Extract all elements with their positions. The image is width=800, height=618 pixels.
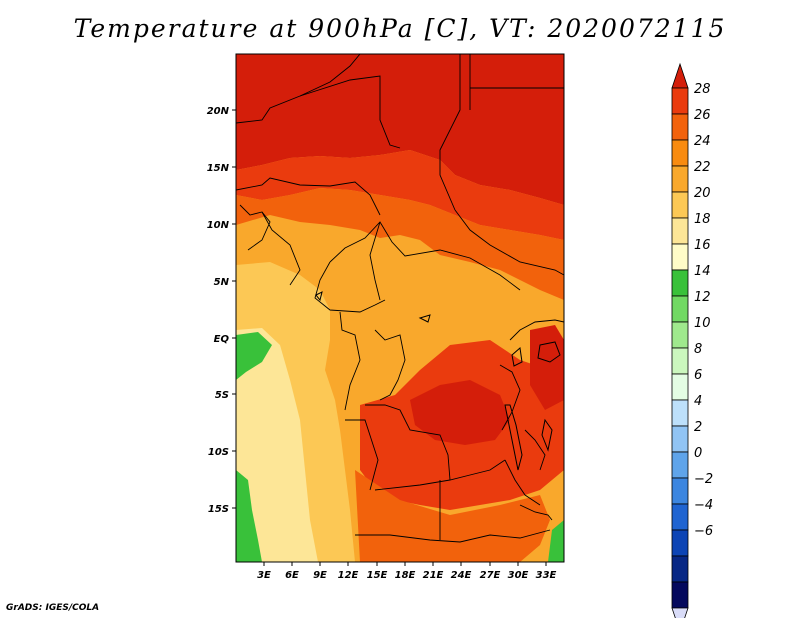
colorbar-bin [671, 113, 689, 141]
colorbar-bin [671, 295, 689, 323]
colorbar-bin [671, 243, 689, 271]
lon-tick-labels: 3E 6E 9E 12E 15E 18E 21E 24E 27E 30E 33E [257, 570, 556, 581]
shade-north-24 [236, 150, 564, 240]
map-plot-area [236, 54, 564, 562]
lon-tick-label: 21E [423, 570, 444, 581]
lon-tick-label: 24E [451, 570, 472, 581]
colorbar-bin [671, 321, 689, 349]
country-borders [236, 54, 564, 543]
lon-tick-label: 6E [285, 570, 299, 581]
colorbar-label: −2 [694, 472, 713, 487]
colorbar-label: 4 [694, 394, 702, 409]
colorbar-label: 22 [694, 160, 711, 175]
lon-tick-label: 30E [508, 570, 529, 581]
colorbar-bin [671, 347, 689, 375]
colorbar-label: 26 [694, 108, 711, 123]
colorbar-label: 10 [694, 316, 711, 331]
lat-tick-label: 5S [215, 390, 229, 401]
colorbar-bin [671, 451, 689, 479]
shade-west-green [236, 332, 272, 380]
colorbar-label: 6 [694, 368, 702, 383]
colorbar-bin [671, 425, 689, 453]
colorbar-bin [671, 165, 689, 193]
colorbar-label: −6 [694, 524, 713, 539]
colorbar-bin [671, 503, 689, 531]
colorbar-bin [671, 477, 689, 505]
colorbar-label: 0 [694, 446, 702, 461]
lon-tick-label: 3E [257, 570, 271, 581]
lon-tick-label: 12E [338, 570, 359, 581]
shade-west-light [236, 328, 318, 562]
colorbar-bin [671, 191, 689, 219]
colorbar-label: 20 [694, 186, 711, 201]
lon-tick-label: 15E [367, 570, 388, 581]
colorbar-bin [671, 529, 689, 557]
lat-tick-label: 15N [207, 163, 230, 174]
lat-tick-label: 10N [207, 220, 230, 231]
shade-central-hotter [410, 380, 510, 445]
colorbar-label: 8 [694, 342, 702, 357]
colorbar-arrow-top [671, 62, 689, 89]
colorbar-bin [671, 555, 689, 583]
lat-tick-label: 15S [208, 504, 229, 515]
colorbar-bin [671, 217, 689, 245]
lon-tick-label: 9E [313, 570, 327, 581]
colorbar-label: 2 [694, 420, 702, 435]
colorbar-label: 16 [694, 238, 711, 253]
colorbar-label: 18 [694, 212, 711, 227]
colorbar-bin [671, 87, 689, 115]
colorbar-bin [671, 373, 689, 401]
colorbar-label: 14 [694, 264, 711, 279]
lat-tick-label: 10S [208, 447, 229, 458]
colorbar-label: −4 [694, 498, 713, 513]
shade-southwest-green [236, 470, 262, 562]
colorbar-label: 28 [694, 82, 711, 97]
chart-title: Temperature at 900hPa [C], VT: 202007211… [73, 14, 727, 43]
shade-north-orange [236, 188, 564, 300]
colorbar-bin [671, 269, 689, 297]
colorbar-arrow-bottom [671, 607, 689, 618]
colorbar-label: 24 [694, 134, 711, 149]
lat-tick-label: 20N [207, 106, 230, 117]
colorbar-label: 12 [694, 290, 711, 305]
shade-north-hot [236, 54, 564, 205]
shade-lakes-hot [530, 325, 564, 410]
shade-south-orange [355, 470, 550, 562]
lat-tick-labels: 20N 15N 10N 5N EQ 5S 10S 15S [207, 106, 230, 515]
lon-tick-label: 18E [395, 570, 416, 581]
colorbar-bin [671, 139, 689, 167]
lat-tick-label: 5N [214, 277, 230, 288]
colorbar-bin [671, 399, 689, 427]
lon-axis [263, 562, 547, 566]
credit-text: GrADS: IGES/COLA [6, 603, 100, 613]
lat-tick-label: EQ [214, 334, 230, 345]
lake-outlines [315, 291, 561, 471]
shade-southeast-green [548, 520, 564, 562]
lon-tick-label: 33E [536, 570, 557, 581]
lat-axis [232, 109, 236, 509]
colorbar-bin [671, 581, 689, 609]
lon-tick-label: 27E [480, 570, 501, 581]
plot-frame [235, 53, 565, 563]
